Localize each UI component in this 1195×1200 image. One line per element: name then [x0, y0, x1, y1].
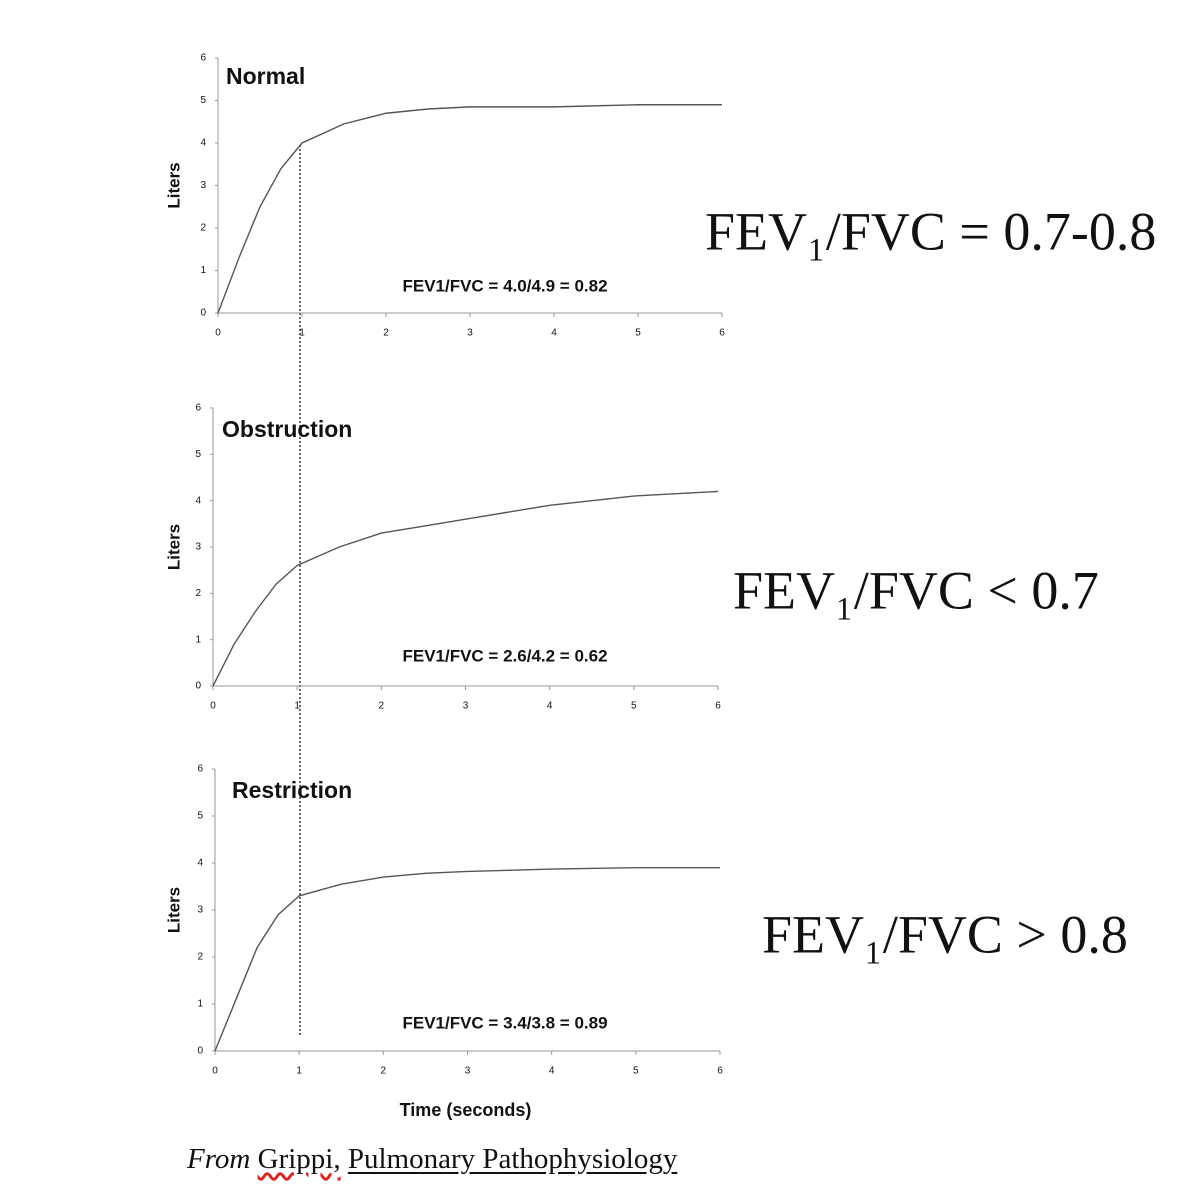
x-axis-label: Time (seconds)	[400, 1100, 532, 1120]
line	[214, 867, 720, 1052]
source-book: Pulmonary Pathophysiology	[347, 1143, 678, 1175]
x-tick-label: 2	[383, 328, 389, 339]
y-tick-label: 5	[200, 95, 206, 106]
x-tick-label: 0	[215, 328, 221, 339]
y-tick-label: 6	[200, 53, 206, 64]
x-tick-label: 1	[299, 328, 305, 339]
x-tick-label: 1	[296, 1066, 302, 1077]
interpretation: FEV₁/FVC < 0.7	[733, 560, 1099, 620]
annotation: FEV1/FVC = 3.4/3.8 = 0.89	[402, 1013, 607, 1032]
y-tick-label: 0	[197, 1046, 203, 1057]
y-tick-label: 0	[200, 308, 206, 319]
y-tick-label: 0	[195, 681, 201, 692]
x-tick-label: 3	[467, 328, 473, 339]
interpretation: FEV₁/FVC = 0.7-0.8	[705, 201, 1156, 261]
x-tick-label: 5	[631, 701, 637, 712]
x-tick-label: 5	[633, 1066, 639, 1077]
x-tick-label: 4	[551, 328, 557, 339]
y-tick-label: 5	[195, 449, 201, 460]
x-tick-label: 6	[715, 701, 721, 712]
annotation: FEV1/FVC = 2.6/4.2 = 0.62	[402, 646, 607, 665]
interpretation: FEV₁/FVC > 0.8	[762, 904, 1128, 964]
x-tick-label: 1	[294, 701, 300, 712]
line	[217, 104, 722, 314]
y-tick-label: 1	[200, 265, 206, 276]
y-tick-label: 3	[195, 542, 201, 553]
y-tick-label: 4	[200, 138, 206, 149]
y-axis-label: Liters	[164, 887, 183, 933]
y-tick-label: 1	[197, 999, 203, 1010]
x-tick-label: 3	[465, 1066, 471, 1077]
x-tick-label: 6	[719, 328, 725, 339]
x-tick-label: 3	[463, 701, 469, 712]
x-tick-label: 4	[549, 1066, 555, 1077]
y-tick-label: 2	[197, 952, 203, 963]
x-tick-label: 0	[212, 1066, 218, 1077]
y-tick-label: 3	[197, 905, 203, 916]
y-axis-label: Liters	[164, 162, 183, 208]
x-tick-label: 6	[717, 1066, 723, 1077]
y-tick-label: 4	[195, 495, 201, 506]
y-tick-label: 2	[200, 223, 206, 234]
x-tick-label: 2	[381, 1066, 387, 1077]
line	[212, 490, 719, 687]
chart-title: Obstruction	[222, 416, 352, 442]
x-tick-label: 0	[210, 701, 216, 712]
source-author: Grippi,	[257, 1143, 341, 1175]
chart-title: Restriction	[232, 777, 352, 803]
y-tick-label: 1	[195, 634, 201, 645]
source: From Grippi, Pulmonary Pathophysiology	[187, 1143, 677, 1176]
y-tick-label: 2	[195, 588, 201, 599]
y-tick-label: 4	[197, 858, 203, 869]
x-tick-label: 5	[635, 328, 641, 339]
annotation: FEV1/FVC = 4.0/4.9 = 0.82	[402, 276, 607, 295]
x-tick-label: 2	[379, 701, 385, 712]
y-tick-label: 6	[195, 403, 201, 414]
y-tick-label: 6	[197, 764, 203, 775]
y-tick-label: 3	[200, 180, 206, 191]
chart-title: Normal	[226, 63, 305, 89]
x-tick-label: 4	[547, 701, 553, 712]
source-prefix: From	[187, 1143, 251, 1175]
y-tick-label: 5	[197, 811, 203, 822]
y-axis-label: Liters	[164, 524, 183, 570]
